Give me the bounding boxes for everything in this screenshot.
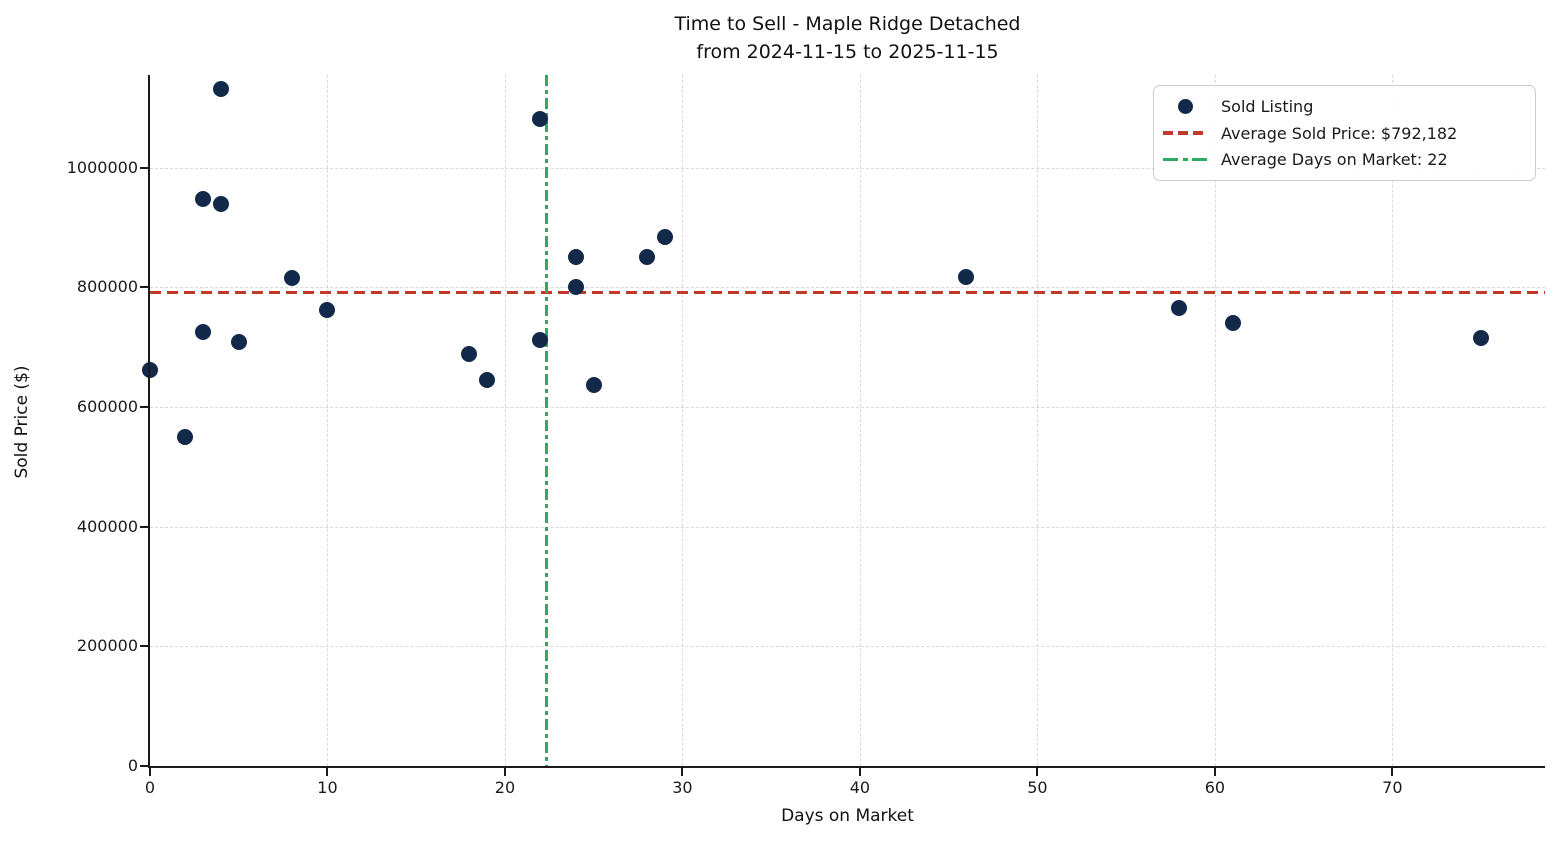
avg-days-dashdot-line-icon — [1163, 157, 1207, 162]
x-axis-label: Days on Market — [781, 806, 914, 826]
data-point — [532, 332, 549, 349]
data-point — [567, 279, 584, 296]
data-point — [1224, 315, 1241, 332]
legend-item-avg-sold-price: Average Sold Price: $792,182 — [1154, 120, 1535, 147]
y-tick-label: 1000000 — [66, 157, 138, 177]
y-gridline — [150, 526, 1545, 528]
data-point — [142, 361, 158, 378]
y-tick-mark — [140, 286, 148, 289]
data-point — [1171, 300, 1188, 317]
data-point — [230, 334, 247, 351]
y-tick-label: 600000 — [76, 397, 138, 417]
x-axis-spine — [148, 766, 1545, 768]
plot-area — [142, 75, 1545, 766]
data-point — [656, 229, 673, 246]
data-point — [212, 80, 229, 97]
avg-days-on-market-line — [544, 75, 548, 766]
data-point — [1473, 330, 1490, 347]
data-point — [195, 324, 212, 341]
x-tick-mark — [858, 768, 861, 776]
y-tick-label: 200000 — [76, 636, 138, 656]
data-point — [283, 270, 300, 287]
x-tick-mark — [503, 768, 506, 776]
data-point — [532, 110, 549, 127]
data-point — [585, 376, 602, 393]
chart-title-block: Time to Sell - Maple Ridge Detached from… — [150, 10, 1545, 66]
x-tick-mark — [149, 768, 151, 776]
x-tick-label: 0 — [144, 778, 156, 797]
y-axis-spine — [148, 75, 150, 768]
y-tick-mark — [140, 765, 148, 767]
legend-label-avg-days: Average Days on Market: 22 — [1221, 150, 1448, 170]
x-gridline — [1392, 75, 1394, 766]
y-gridline — [150, 167, 1545, 169]
y-axis-label: Sold Price ($) — [12, 365, 32, 479]
x-gridline — [859, 75, 861, 766]
y-tick-mark — [140, 525, 148, 528]
avg-price-dashed-line-icon — [1163, 131, 1207, 135]
data-point — [638, 249, 655, 266]
y-tick-label: 0 — [127, 756, 138, 775]
data-point — [177, 428, 194, 445]
avg-sold-price-line — [150, 291, 1545, 295]
legend-label-sold-listing: Sold Listing — [1221, 96, 1314, 116]
x-tick-mark — [1391, 768, 1394, 776]
x-tick-label: 70 — [1382, 778, 1403, 797]
y-tick-mark — [140, 166, 148, 169]
legend-marker-box — [1163, 131, 1207, 135]
y-tick-label: 400000 — [76, 516, 138, 536]
data-point — [461, 346, 478, 363]
data-point — [195, 190, 212, 207]
legend-item-sold-listing: Sold Listing — [1154, 93, 1535, 120]
y-gridline — [150, 287, 1545, 289]
legend-marker-box — [1163, 157, 1207, 162]
data-point — [319, 302, 336, 319]
sold-listing-marker-icon — [1177, 98, 1193, 114]
data-point — [958, 268, 975, 285]
y-tick-label: 800000 — [76, 277, 138, 297]
x-gridline — [504, 75, 506, 766]
x-tick-label: 60 — [1204, 778, 1226, 797]
x-gridline — [1214, 75, 1216, 766]
legend-item-avg-days: Average Days on Market: 22 — [1154, 146, 1535, 173]
data-point — [567, 249, 584, 266]
x-tick-mark — [326, 768, 329, 776]
x-gridline — [682, 75, 684, 766]
x-tick-label: 40 — [849, 778, 871, 797]
x-tick-label: 30 — [672, 778, 693, 797]
x-tick-label: 20 — [494, 778, 516, 797]
x-tick-mark — [1036, 768, 1039, 776]
data-point — [212, 195, 229, 212]
y-gridline — [150, 646, 1545, 648]
y-tick-mark — [140, 645, 148, 648]
x-gridline — [1037, 75, 1039, 766]
x-tick-mark — [681, 768, 684, 776]
chart-title: Time to Sell - Maple Ridge Detached — [674, 13, 1021, 35]
y-gridline — [150, 407, 1545, 409]
x-gridline — [327, 75, 329, 766]
x-tick-label: 10 — [317, 778, 338, 797]
legend-marker-box — [1163, 98, 1207, 114]
x-tick-mark — [1213, 768, 1216, 776]
data-point — [479, 372, 496, 389]
legend-label-avg-sold-price: Average Sold Price: $792,182 — [1221, 123, 1458, 143]
x-tick-label: 50 — [1027, 778, 1048, 797]
legend: Sold Listing Average Sold Price: $792,18… — [1153, 85, 1536, 181]
chart-subtitle: from 2024-11-15 to 2025-11-15 — [696, 41, 999, 63]
y-tick-mark — [140, 406, 148, 409]
